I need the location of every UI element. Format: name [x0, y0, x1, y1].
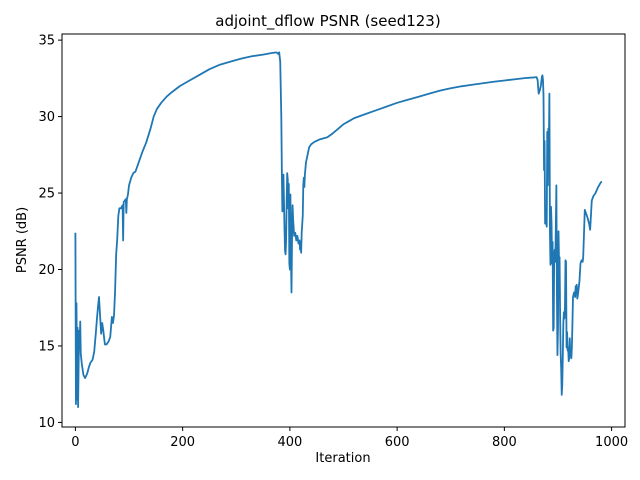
y-tick-label: 10	[38, 416, 55, 431]
y-tick-label: 20	[38, 263, 55, 278]
y-axis-label: PSNR (dB)	[15, 207, 30, 273]
x-tick-label: 400	[277, 435, 302, 450]
x-axis-ticks: 0 200 400 600 800 1000	[71, 427, 628, 450]
y-tick-label: 15	[38, 339, 55, 354]
series-line-0	[74, 51, 603, 409]
axes-frame	[61, 33, 626, 428]
x-tick-label: 200	[170, 435, 195, 450]
x-tick-label: 600	[385, 435, 410, 450]
y-tick-label: 35	[38, 34, 55, 49]
y-tick-label: 30	[38, 110, 55, 125]
plot-area	[74, 51, 603, 409]
x-tick-label: 1000	[595, 435, 628, 450]
y-tick-label: 25	[38, 187, 55, 202]
x-tick-label: 800	[492, 435, 517, 450]
x-tick-label: 0	[71, 435, 79, 450]
chart-title: adjoint_dflow PSNR (seed123)	[215, 12, 440, 31]
y-axis-ticks: 10 15 20 25 30 35	[38, 34, 62, 431]
x-axis-label: Iteration	[315, 451, 370, 466]
